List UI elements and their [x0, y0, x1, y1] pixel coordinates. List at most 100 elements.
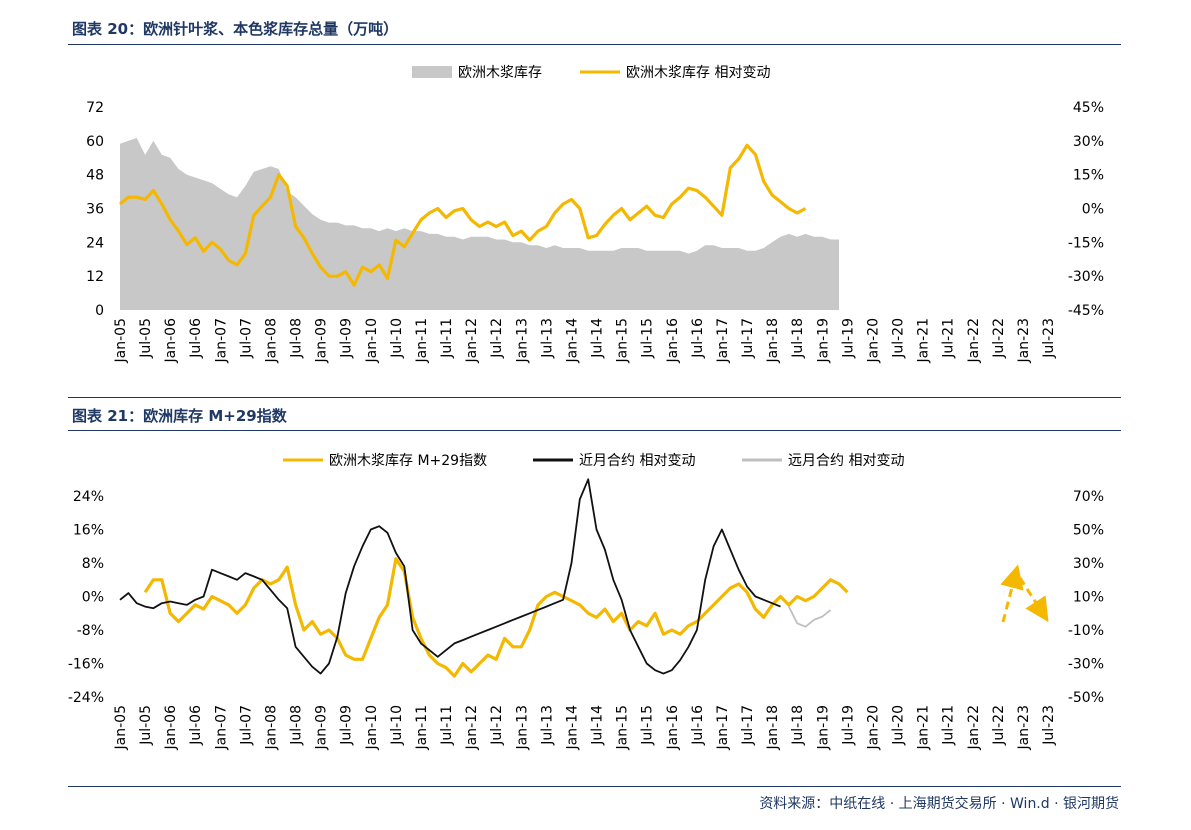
y-right-tick-label: -50% — [1068, 690, 1104, 706]
x-tick-label: Jul-07 — [238, 318, 254, 359]
x-tick-label: Jul-22 — [991, 318, 1007, 359]
x-tick-label: Jan-22 — [966, 705, 982, 750]
y-left-tick-label: 0 — [95, 303, 104, 319]
figure-21-divider — [68, 430, 1121, 431]
x-tick-label: Jan-23 — [1016, 318, 1032, 363]
x-tick-label: Jul-12 — [489, 318, 505, 359]
y-right-tick-label: -30% — [1068, 657, 1104, 673]
x-tick-label: Jan-18 — [765, 705, 781, 750]
x-tick-label: Jan-13 — [514, 705, 530, 750]
y-left-tick-label: 24 — [86, 235, 104, 251]
y-right-tick-label: 0% — [1082, 202, 1104, 218]
x-tick-label: Jul-06 — [188, 705, 204, 746]
x-tick-label: Jul-21 — [941, 705, 957, 746]
x-tick-label: Jul-09 — [339, 705, 355, 746]
x-tick-label: Jul-21 — [941, 318, 957, 359]
x-tick-label: Jul-07 — [238, 705, 254, 746]
x-tick-label: Jul-19 — [840, 318, 856, 359]
series-line — [119, 478, 781, 675]
figure-20-title: 图表 20：欧洲针叶浆、本色浆库存总量（万吨） — [72, 20, 399, 38]
x-tick-label: Jan-15 — [615, 318, 631, 363]
figure-21-title: 图表 21：欧洲库存 M+29指数 — [72, 407, 287, 425]
x-tick-label: Jan-23 — [1016, 705, 1032, 750]
x-tick-label: Jan-14 — [564, 705, 580, 751]
x-tick-label: Jan-21 — [916, 318, 932, 363]
x-tick-label: Jan-10 — [364, 318, 380, 363]
x-tick-label: Jul-09 — [339, 318, 355, 359]
x-tick-label: Jul-05 — [138, 318, 154, 359]
x-tick-label: Jul-18 — [790, 318, 806, 359]
x-tick-label: Jan-16 — [665, 705, 681, 751]
x-tick-label: Jul-16 — [690, 705, 706, 746]
legend-swatch-area — [412, 66, 452, 78]
m29-index-chart: 欧洲木浆库存 M+29指数 近月合约 相对变动 远月合约 相对变动 -24% -16% -… — [68, 453, 1104, 751]
dashed-arrow-down — [1018, 577, 1049, 623]
x-tick-label: Jan-22 — [966, 318, 982, 363]
x-tick-label: Jul-11 — [439, 318, 455, 359]
x-tick-label: Jan-11 — [414, 318, 430, 363]
x-tick-label: Jul-18 — [790, 705, 806, 746]
x-tick-label: Jul-13 — [539, 318, 555, 359]
x-tick-label: Jul-05 — [138, 705, 154, 746]
figure-20-divider — [68, 44, 1121, 45]
y-left-tick-label: -24% — [68, 690, 104, 706]
x-tick-label: Jan-21 — [916, 705, 932, 750]
y-left-tick-label: 16% — [73, 523, 104, 539]
x-tick-label: Jul-16 — [690, 318, 706, 359]
x-tick-label: Jan-06 — [163, 318, 179, 364]
y-left-tick-label: 36 — [86, 202, 104, 218]
x-tick-label: Jul-20 — [891, 318, 907, 359]
y-right-tick-label: -10% — [1068, 623, 1104, 639]
x-tick-label: Jul-22 — [991, 705, 1007, 746]
x-tick-label: Jan-10 — [364, 705, 380, 750]
x-tick-label: Jul-06 — [188, 318, 204, 359]
x-tick-label: Jul-10 — [389, 318, 405, 359]
x-tick-label: Jan-09 — [314, 705, 330, 750]
x-tick-label: Jan-19 — [815, 705, 831, 750]
y-right-tick-label: 10% — [1073, 590, 1104, 606]
x-tick-label: Jul-12 — [489, 705, 505, 746]
x-tick-label: Jan-14 — [564, 318, 580, 364]
x-tick-label: Jan-09 — [314, 318, 330, 363]
x-tick-label: Jan-08 — [263, 318, 279, 363]
y-right-tick-label: 15% — [1073, 168, 1104, 184]
y-left-tick-label: 0% — [82, 590, 104, 606]
x-tick-label: Jul-15 — [640, 318, 656, 359]
x-tick-label: Jul-08 — [289, 318, 305, 359]
x-tick-label: Jul-14 — [590, 318, 606, 359]
x-tick-label: Jan-12 — [464, 318, 480, 363]
x-tick-label: Jan-06 — [163, 705, 179, 751]
y-left-tick-label: 8% — [82, 556, 104, 572]
x-tick-label: Jan-07 — [213, 705, 229, 750]
source-note: 资料来源：中纸在线 · 上海期货交易所 · Win.d · 银河期货 — [759, 796, 1119, 812]
y-left-tick-label: 12 — [86, 269, 104, 285]
x-tick-label: Jul-19 — [840, 705, 856, 746]
x-tick-label: Jan-05 — [113, 318, 129, 363]
series-line — [118, 143, 807, 287]
x-tick-label: Jul-11 — [439, 705, 455, 746]
x-tick-label: Jul-17 — [740, 318, 756, 359]
x-tick-label: Jan-17 — [715, 318, 731, 363]
y-right-tick-label: -15% — [1068, 235, 1104, 251]
x-tick-label: Jul-13 — [539, 705, 555, 746]
x-tick-label: Jan-17 — [715, 705, 731, 750]
y-right-tick-label: 50% — [1073, 523, 1104, 539]
inventory-area-chart: 欧洲木浆库存 欧洲木浆库存 相对变动 0 12 24 36 48 60 72 -45% -30% -1… — [86, 65, 1104, 364]
series-area-inventory — [120, 138, 839, 310]
x-tick-label: Jan-07 — [213, 318, 229, 363]
x-tick-label: Jul-20 — [891, 705, 907, 746]
x-tick-label: Jul-10 — [389, 705, 405, 746]
y-left-tick-label: 72 — [86, 100, 104, 116]
footer-divider — [68, 786, 1121, 787]
x-tick-label: Jul-15 — [640, 705, 656, 746]
x-tick-label: Jul-23 — [1041, 318, 1057, 359]
x-tick-label: Jan-13 — [514, 318, 530, 363]
y-left-tick-label: 24% — [73, 489, 104, 505]
x-tick-label: Jan-11 — [414, 705, 430, 750]
y-left-tick-label: 60 — [86, 134, 104, 150]
y-right-tick-label: -30% — [1068, 269, 1104, 285]
y-left-tick-label: -16% — [68, 657, 104, 673]
y-right-tick-label: 30% — [1073, 556, 1104, 572]
x-tick-label: Jul-23 — [1041, 705, 1057, 746]
x-tick-label: Jan-05 — [113, 705, 129, 750]
